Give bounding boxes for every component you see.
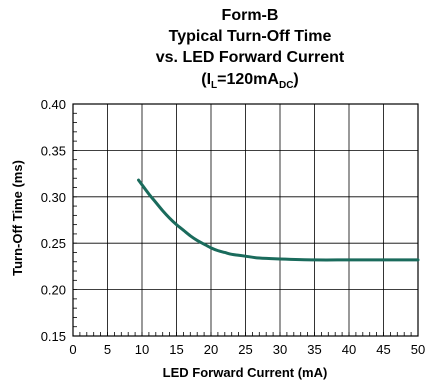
x-axis-label: LED Forward Current (mA) xyxy=(163,365,328,380)
plot-area xyxy=(72,103,419,337)
x-tick-label: 30 xyxy=(273,342,287,357)
chart-title-line-3: vs. LED Forward Current xyxy=(156,49,345,66)
chart-title-line-1: Form-B xyxy=(222,7,279,24)
x-axis-tick-labels: 0 5 10 15 20 25 30 35 40 45 50 xyxy=(69,342,425,357)
y-tick-label: 0.20 xyxy=(41,283,66,298)
condition-middle: =120mA xyxy=(217,71,279,88)
chart-condition: (IL=120mADC) xyxy=(201,71,299,91)
minor-ticks xyxy=(72,103,419,337)
y-tick-label: 0.30 xyxy=(41,190,66,205)
condition-sub-dc: DC xyxy=(279,80,293,91)
x-tick-label: 45 xyxy=(376,342,390,357)
x-tick-label: 40 xyxy=(342,342,356,357)
y-tick-label: 0.25 xyxy=(41,236,66,251)
x-tick-label: 0 xyxy=(69,342,76,357)
y-tick-label: 0.35 xyxy=(41,143,66,158)
x-tick-label: 25 xyxy=(238,342,252,357)
y-tick-label: 0.15 xyxy=(41,329,66,344)
condition-suffix: ) xyxy=(293,71,298,88)
y-axis-tick-labels: 0.15 0.20 0.25 0.30 0.35 0.40 xyxy=(41,97,66,344)
y-axis-label: Turn-Off Time (ms) xyxy=(10,160,25,276)
condition-sub-l: L xyxy=(211,80,217,91)
x-tick-label: 15 xyxy=(169,342,183,357)
x-tick-label: 20 xyxy=(204,342,218,357)
turn-off-time-curve xyxy=(137,178,420,262)
grid xyxy=(72,103,419,337)
x-tick-label: 35 xyxy=(307,342,321,357)
y-tick-label: 0.40 xyxy=(41,97,66,112)
chart-title-line-2: Typical Turn-Off Time xyxy=(169,28,332,45)
condition-prefix: (I xyxy=(201,71,211,88)
x-tick-label: 5 xyxy=(104,342,111,357)
x-tick-label: 50 xyxy=(411,342,425,357)
x-tick-label: 10 xyxy=(135,342,149,357)
